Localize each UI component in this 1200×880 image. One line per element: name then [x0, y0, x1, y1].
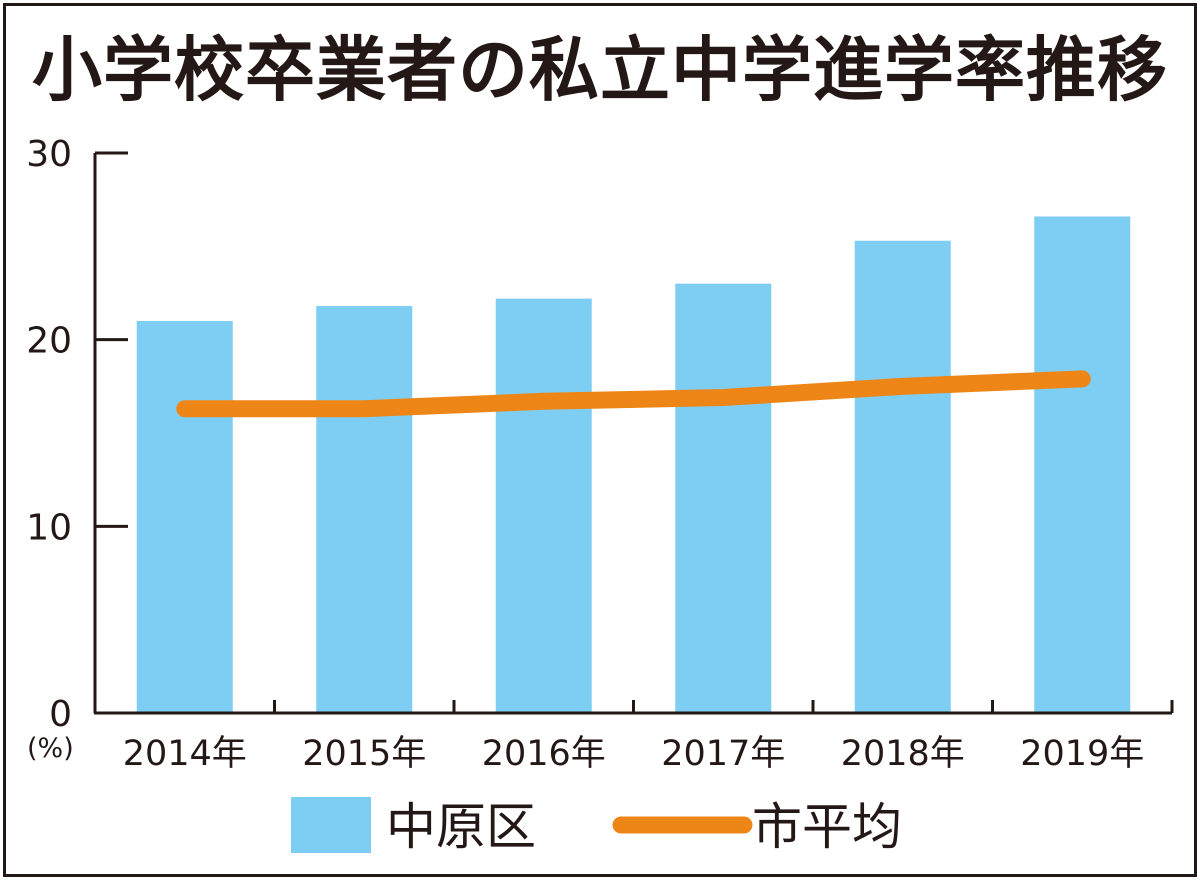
y-unit-label: (%) — [27, 733, 74, 764]
series-line-市平均 — [176, 370, 1091, 418]
y-tick-label: 10 — [26, 507, 72, 548]
bar-layer — [136, 216, 1131, 713]
legend: 中原区 市平均 — [291, 797, 902, 856]
line-point-2018年 — [901, 385, 904, 388]
line-point-2016年 — [542, 400, 545, 403]
x-tick-label: 2017年 — [661, 734, 785, 774]
labels-layer: 0 10 20 30 (%) 2014年 2015年 2016年 2017年 2018年 2019年 — [26, 134, 1144, 774]
x-tick-label: 2016年 — [482, 734, 606, 774]
legend-swatch-bar — [291, 797, 371, 853]
axes-layer — [93, 151, 1174, 715]
y-tick-label: 20 — [26, 321, 72, 362]
y-tick-label: 30 — [26, 134, 72, 175]
bar-2016年 — [495, 298, 592, 713]
line-layer — [176, 370, 1091, 418]
line-point-2019年 — [1081, 377, 1084, 380]
chart-title: 小学校卒業者の私立中学進学率推移 — [32, 29, 1168, 111]
bar-2019年 — [1034, 216, 1131, 713]
legend-label-line: 市平均 — [752, 798, 902, 856]
x-tick-label: 2018年 — [841, 734, 965, 774]
bar-2018年 — [854, 240, 951, 713]
bar-2015年 — [316, 306, 413, 713]
line-point-2015年 — [363, 407, 366, 410]
bar-2014年 — [136, 321, 233, 713]
legend-label-bar: 中原区 — [386, 798, 536, 856]
bar-2017年 — [675, 283, 772, 713]
y-tick-label: 0 — [49, 694, 72, 735]
line-point-2017年 — [722, 396, 725, 399]
x-tick-label: 2015年 — [302, 734, 426, 774]
line-point-2014年 — [183, 407, 186, 410]
x-tick-label: 2019年 — [1020, 734, 1144, 774]
x-tick-label: 2014年 — [123, 734, 247, 774]
